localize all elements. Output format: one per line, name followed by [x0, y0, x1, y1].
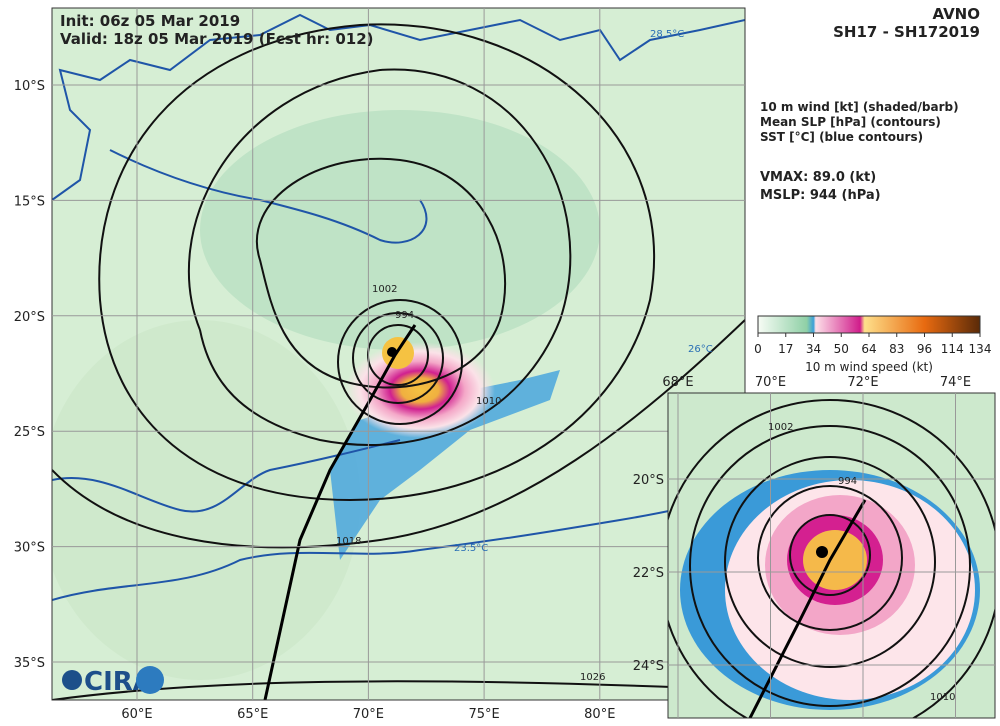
inset-lat-label: 22°S	[633, 566, 664, 581]
contour-label: 1018	[336, 536, 361, 547]
init-time: Init: 06z 05 Mar 2019	[60, 12, 240, 30]
contour-label: 994	[395, 310, 414, 321]
inset-contour-label: 1010	[930, 692, 955, 703]
inset-lon-label: 74°E	[940, 375, 971, 390]
logo-icon	[62, 670, 82, 690]
lon-label: 60°E	[121, 707, 152, 722]
lat-label: 30°S	[14, 541, 45, 556]
contour-label: 23.5°C	[454, 543, 488, 554]
legend: 10 m wind [kt] (shaded/barb)Mean SLP [hP…	[760, 100, 959, 144]
colorbar-ticks: 0 17 34 50 64 83 96 114 134	[754, 333, 991, 356]
colorbar-tick-label: 50	[834, 342, 849, 356]
lat-label: 25°S	[14, 425, 45, 440]
inset-grid: 68°E 70°E 72°E 74°E 20°S 22°S 24°S 1002 994 1010	[633, 375, 995, 718]
contour-label: 26°C	[688, 344, 713, 355]
colorbar-tick-label: 134	[969, 342, 992, 356]
colorbar-tick-label: 83	[889, 342, 904, 356]
lat-label: 15°S	[14, 194, 45, 209]
lat-label: 35°S	[14, 656, 45, 671]
lon-label: 70°E	[353, 707, 384, 722]
colorbar-tick-label: 96	[917, 342, 932, 356]
inset-contour-label: 994	[838, 476, 857, 487]
colorbar-tick-label: 17	[778, 342, 793, 356]
colorbar-tick-label: 64	[861, 342, 876, 356]
storm-id: SH17 - SH172019	[833, 23, 980, 41]
inset-frame	[667, 392, 996, 719]
inset-lon-label: 68°E	[662, 375, 693, 390]
grid: 10°S 15°S 20°S 25°S 30°S 35°S 60°E 65°E 70°E 75°E…	[14, 8, 745, 722]
inset-contour-label: 1002	[768, 422, 793, 433]
inset-lon-label: 70°E	[755, 375, 786, 390]
map-frame	[51, 7, 746, 701]
lon-label: 65°E	[237, 707, 268, 722]
legend-entry: Mean SLP [hPa] (contours)	[760, 115, 941, 129]
colorbar-tick-label: 0	[754, 342, 762, 356]
mslp: MSLP: 944 (hPa)	[760, 188, 881, 203]
inset-lon-label: 72°E	[847, 375, 878, 390]
lat-label: 10°S	[14, 79, 45, 94]
colorbar-tick-label: 114	[941, 342, 964, 356]
lat-label: 20°S	[14, 310, 45, 325]
model-name: AVNO	[932, 5, 980, 23]
valid-time: Valid: 18z 05 Mar 2019 (Fcst hr: 012)	[60, 30, 374, 48]
contour-label: 28.5°C	[650, 29, 684, 40]
contour-label: 1002	[372, 284, 397, 295]
contour-label: 1026	[580, 672, 605, 683]
inset-lat-label: 24°S	[633, 659, 664, 674]
vmax: VMAX: 89.0 (kt)	[760, 170, 876, 185]
lon-label: 75°E	[468, 707, 499, 722]
main-map	[52, 8, 745, 700]
lon-label: 80°E	[584, 707, 615, 722]
inset-map	[668, 393, 995, 718]
colorbar	[757, 315, 981, 334]
legend-entry: 10 m wind [kt] (shaded/barb)	[760, 100, 959, 114]
contour-label: 1010	[476, 396, 501, 407]
inset-lat-label: 20°S	[633, 473, 664, 488]
legend-entry: SST [°C] (blue contours)	[760, 130, 923, 144]
colorbar-tick-label: 34	[806, 342, 821, 356]
logo-badge	[136, 666, 164, 694]
colorbar-label: 10 m wind speed (kt)	[805, 360, 933, 374]
